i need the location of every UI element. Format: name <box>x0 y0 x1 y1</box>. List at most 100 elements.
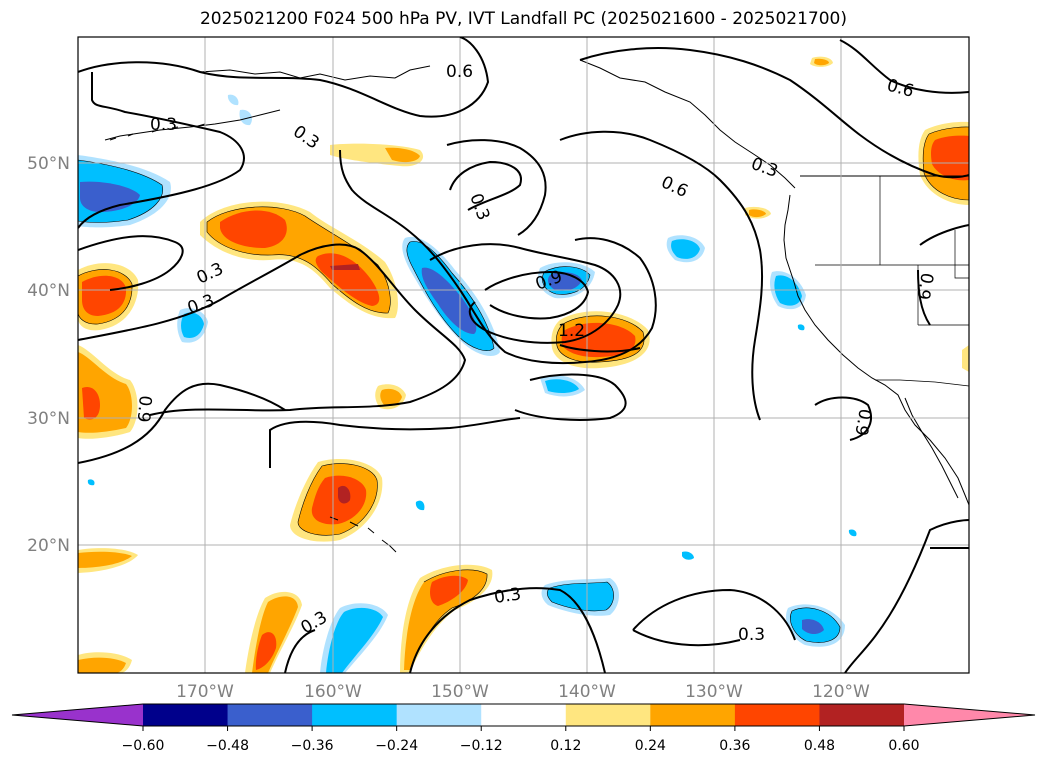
alaska-coast <box>104 65 431 141</box>
colorbar-segment <box>819 704 905 726</box>
lat-label: 50°N <box>27 154 70 174</box>
colorbar-segment <box>565 704 651 726</box>
coastlines <box>104 59 969 553</box>
hawaii-islands <box>329 516 397 553</box>
bc-coast <box>579 59 796 189</box>
mexico-border <box>875 379 969 387</box>
contour-line <box>814 396 872 441</box>
lat-label: 40°N <box>27 281 70 301</box>
contour-label: 1.2 <box>558 321 585 341</box>
anomaly-patch <box>220 210 287 248</box>
colorbar-tick-label: −0.24 <box>375 738 418 754</box>
contour-line <box>559 130 764 421</box>
anomaly-patch <box>814 58 829 66</box>
colorbar-tick-label: 0.24 <box>635 738 666 754</box>
colorbar-tick-label: 0.12 <box>550 738 581 754</box>
colorbar-segment <box>312 704 398 726</box>
lat-label: 30°N <box>27 409 70 429</box>
colorbar-ticks: −0.60 −0.48 −0.36 −0.24 −0.12 0.12 0.24 0.36 0.4… <box>122 726 920 754</box>
baja-coast <box>904 397 959 499</box>
contour-line <box>839 39 969 94</box>
contour-line <box>78 243 467 416</box>
contour-line <box>284 629 316 673</box>
anomaly-patch <box>931 135 969 181</box>
colorbar-tick-label: 0.36 <box>719 738 750 754</box>
contour-line <box>632 629 741 647</box>
colorbar-tick-label: −0.48 <box>206 738 249 754</box>
colorbar-segment <box>227 704 313 726</box>
anomaly-patch <box>385 147 420 163</box>
anomaly-patch <box>749 209 766 218</box>
anomaly-patch <box>87 479 95 486</box>
anomaly-patch <box>239 109 252 126</box>
lon-label: 170°W <box>176 682 234 702</box>
colorbar-segments <box>12 704 1035 726</box>
anomaly-patch <box>774 275 802 306</box>
contour-line <box>446 139 547 236</box>
anomaly-patch <box>227 94 239 106</box>
colorbar-segment <box>481 704 567 726</box>
lon-label: 150°W <box>431 682 489 702</box>
pv-contours <box>78 37 969 673</box>
lon-label: 160°W <box>304 682 362 702</box>
contour-line <box>78 37 490 118</box>
lon-label: 140°W <box>558 682 616 702</box>
state-borders <box>815 176 969 326</box>
us-west-coast <box>783 194 969 506</box>
anomaly-patch <box>78 657 126 673</box>
contour-line <box>339 149 657 365</box>
anomaly-patch <box>82 386 100 420</box>
anomaly-patch <box>338 485 351 504</box>
contour-label: 0.3 <box>493 584 523 608</box>
contour-line <box>559 344 641 353</box>
anomaly-patch <box>82 275 127 316</box>
colorbar-segment <box>734 704 820 726</box>
latitude-labels: 50°N 40°N 30°N 20°N <box>27 154 70 556</box>
lon-label: 130°W <box>685 682 743 702</box>
anomaly-patch <box>255 632 277 670</box>
contour-line <box>78 382 286 464</box>
lat-label: 20°N <box>27 536 70 556</box>
colorbar-extension-low <box>12 704 143 726</box>
anomaly-patch <box>802 619 824 635</box>
anomaly-patch <box>682 551 694 560</box>
colorbar: −0.60 −0.48 −0.36 −0.24 −0.12 0.12 0.24 0.36 0.4… <box>11 703 1036 754</box>
anomaly-patch <box>545 379 579 394</box>
contour-label: 0.9 <box>133 395 155 424</box>
map-title: 2025021200 F024 500 hPa PV, IVT Landfall… <box>199 9 847 29</box>
contour-label: 0.3 <box>738 625 765 645</box>
contour-label: 0.9 <box>912 271 936 301</box>
lon-label: 120°W <box>812 682 870 702</box>
contour-line <box>514 373 627 421</box>
anomaly-patch <box>430 575 468 606</box>
anomaly-patch <box>671 239 700 259</box>
anomaly-patch <box>797 324 805 331</box>
colorbar-tick-label: 0.60 <box>888 738 919 754</box>
anomaly-patch <box>547 582 614 611</box>
contour-line <box>78 235 184 291</box>
anomaly-patch <box>326 607 383 673</box>
anomaly-patch <box>404 569 488 670</box>
anomaly-patch <box>330 264 360 270</box>
contour-line <box>917 224 969 326</box>
colorbar-tick-label: −0.36 <box>291 738 334 754</box>
colorbar-segment <box>650 704 736 726</box>
contour-label: 0.3 <box>150 115 177 135</box>
contour-label: 0.9 <box>850 407 874 437</box>
contour-line <box>78 72 245 229</box>
negative-anomaly-shading <box>78 94 857 673</box>
colorbar-tick-label: 0.48 <box>804 738 835 754</box>
anomaly-patch <box>962 345 969 372</box>
map-background <box>78 37 969 673</box>
anomaly-patch <box>78 551 132 568</box>
colorbar-segment <box>396 704 482 726</box>
longitude-labels: 170°W 160°W 150°W 140°W 130°W 120°W <box>176 682 870 702</box>
anomaly-patch <box>421 267 477 334</box>
anomaly-patch <box>181 312 204 338</box>
colorbar-tick-label: −0.12 <box>460 738 503 754</box>
contour-line <box>844 519 969 673</box>
anomaly-patch <box>380 388 402 407</box>
aleutian-islands <box>109 123 206 141</box>
contour-line <box>484 270 590 320</box>
gridlines <box>78 37 969 673</box>
